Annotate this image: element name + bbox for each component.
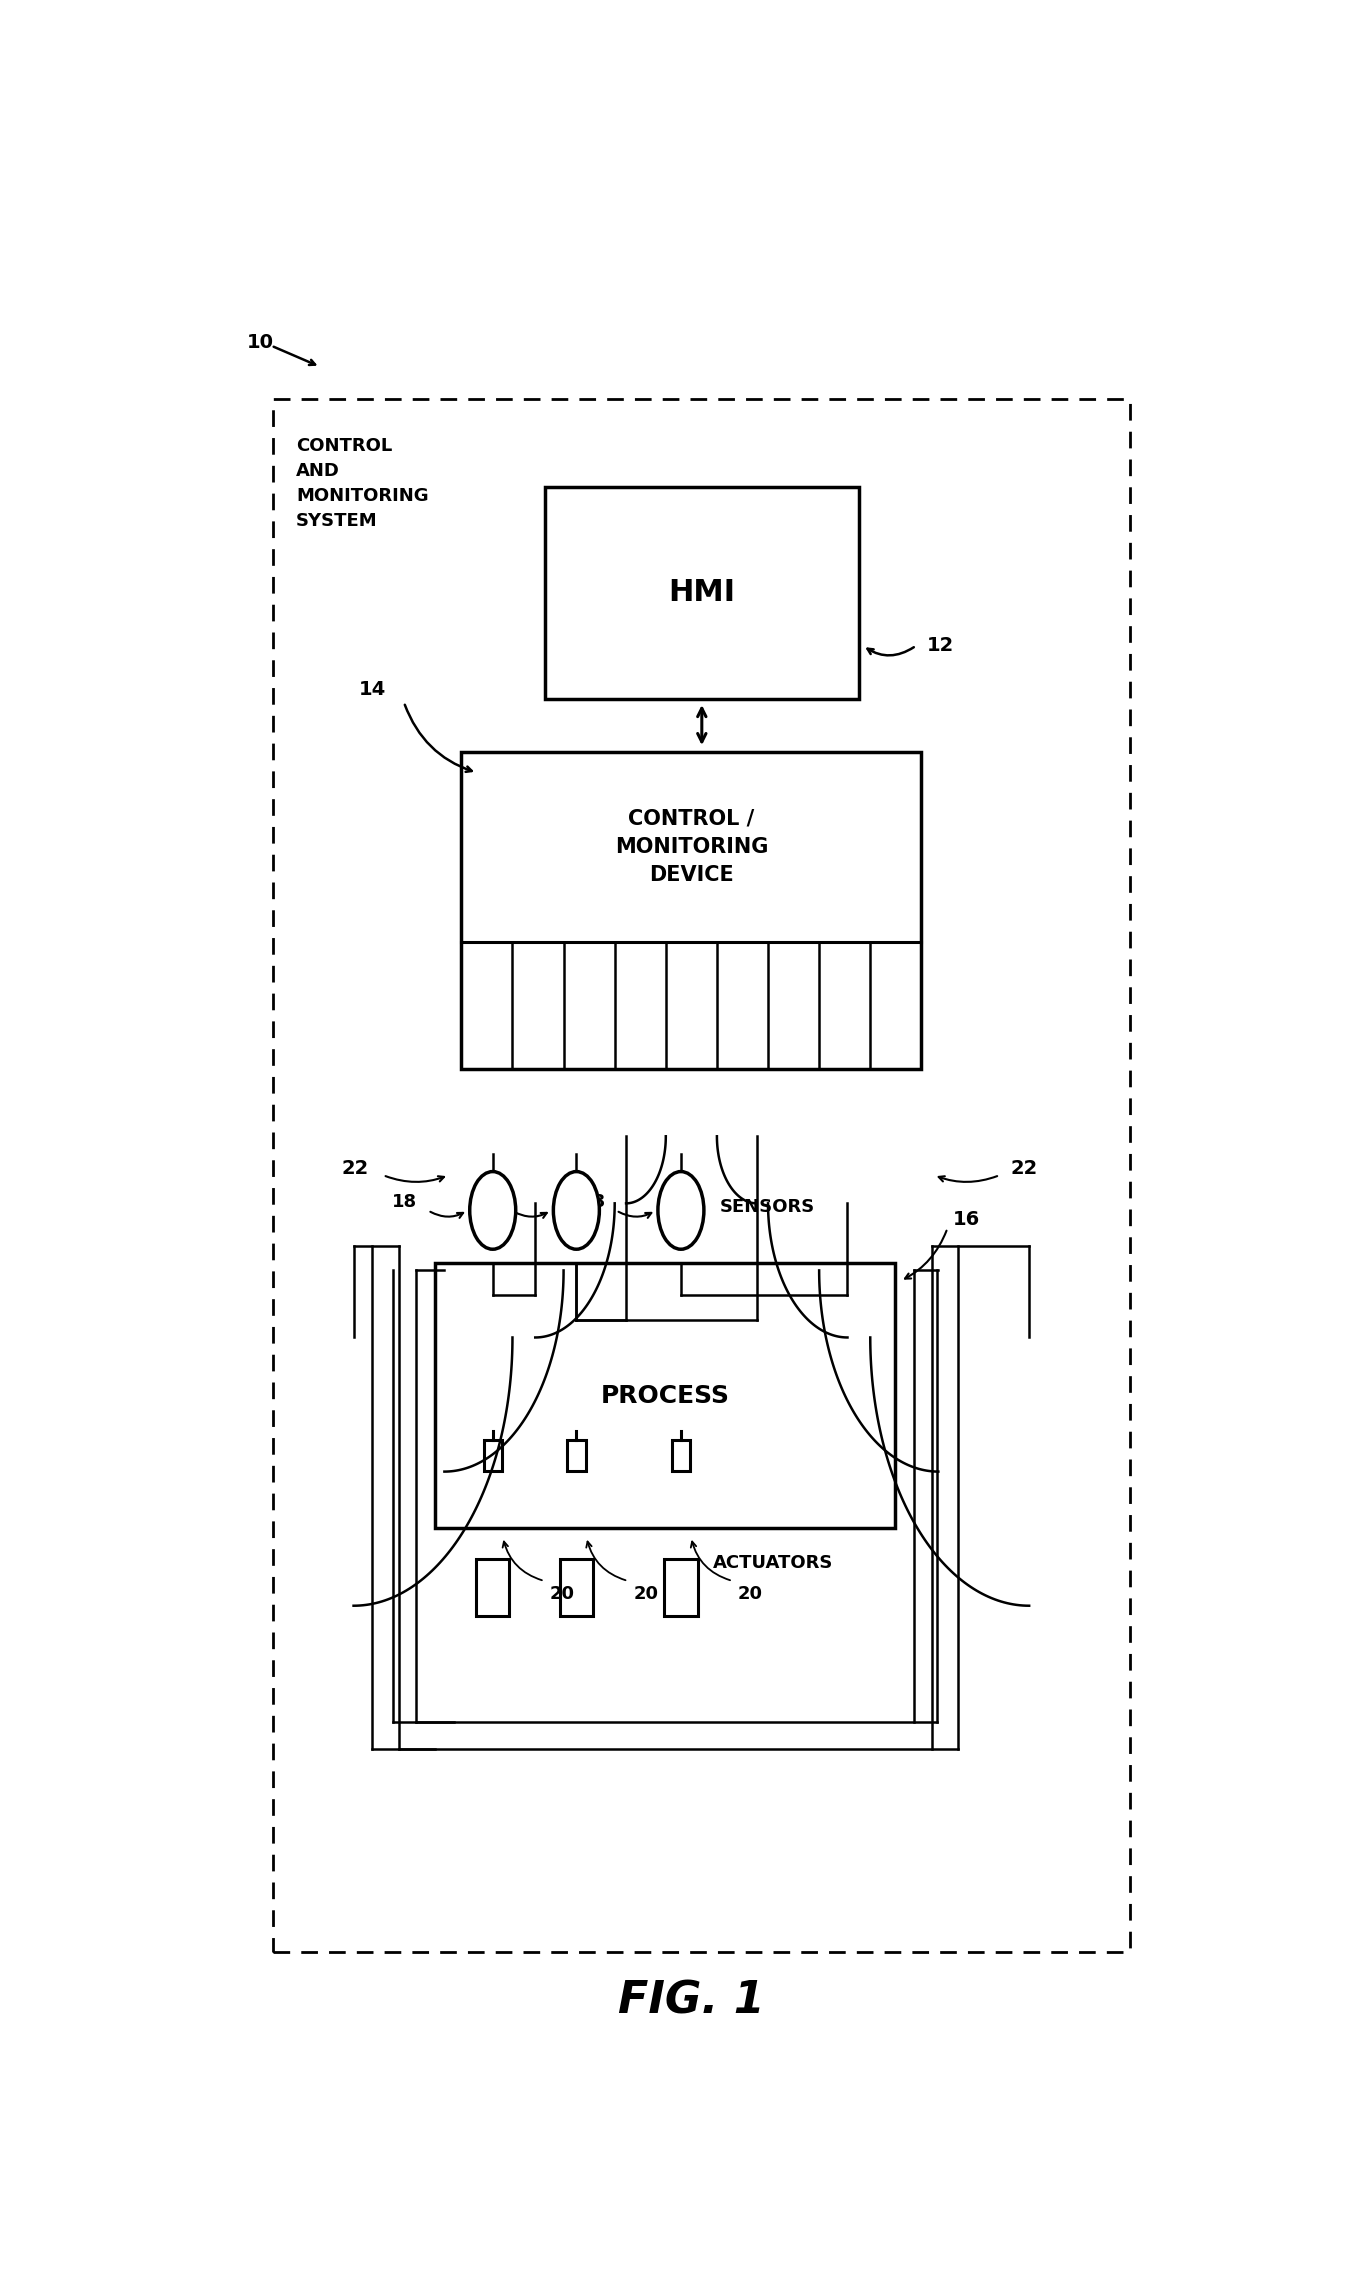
Text: ACTUATORS: ACTUATORS xyxy=(714,1554,834,1572)
Bar xyxy=(272,399,1130,1953)
Bar xyxy=(436,1263,896,1529)
Bar xyxy=(664,1559,697,1616)
Text: 20: 20 xyxy=(634,1586,658,1604)
Circle shape xyxy=(469,1171,515,1249)
Text: 12: 12 xyxy=(927,637,954,656)
Text: CONTROL /
MONITORING
DEVICE: CONTROL / MONITORING DEVICE xyxy=(615,809,768,885)
Text: 18: 18 xyxy=(476,1192,500,1210)
Text: 22: 22 xyxy=(341,1157,368,1178)
Text: 16: 16 xyxy=(952,1210,979,1229)
Text: FIG. 1: FIG. 1 xyxy=(618,1980,765,2022)
Bar xyxy=(560,1559,594,1616)
Bar xyxy=(672,1439,691,1471)
Circle shape xyxy=(553,1171,599,1249)
Text: 18: 18 xyxy=(393,1192,417,1210)
Text: 18: 18 xyxy=(580,1192,606,1210)
Text: PROCESS: PROCESS xyxy=(600,1384,730,1407)
Text: HMI: HMI xyxy=(668,578,735,607)
Bar xyxy=(476,1559,510,1616)
Text: 20: 20 xyxy=(738,1586,764,1604)
Text: 22: 22 xyxy=(1010,1157,1037,1178)
Text: CONTROL
AND
MONITORING
SYSTEM: CONTROL AND MONITORING SYSTEM xyxy=(297,438,429,529)
Circle shape xyxy=(658,1171,704,1249)
Text: 14: 14 xyxy=(359,681,386,699)
Bar xyxy=(567,1439,585,1471)
Text: 20: 20 xyxy=(550,1586,575,1604)
Bar xyxy=(545,486,858,699)
Text: 10: 10 xyxy=(247,332,274,351)
Text: SENSORS: SENSORS xyxy=(719,1199,815,1215)
Bar xyxy=(483,1439,502,1471)
Bar xyxy=(461,752,921,1068)
